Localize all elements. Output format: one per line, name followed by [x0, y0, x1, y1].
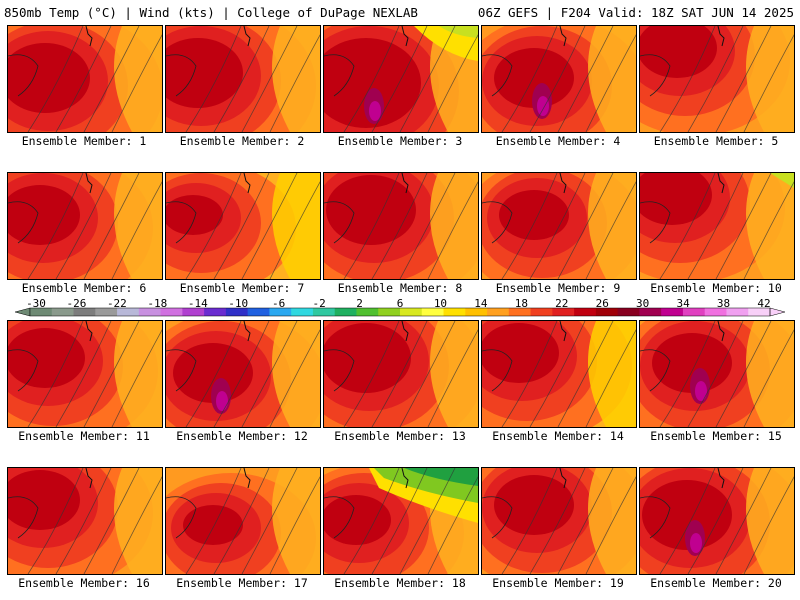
- colorbar-tick-label: 10: [433, 297, 448, 310]
- colorbar-tick-label: -2: [312, 297, 326, 310]
- colorbar-segment: [726, 308, 749, 316]
- colorbar-segment: [400, 308, 423, 316]
- colorbar-segment: [312, 308, 336, 316]
- ensemble-member-label: Ensemble Member: 18: [334, 576, 466, 590]
- ensemble-map-panel: [481, 172, 637, 280]
- colorbar-segment: [574, 308, 597, 316]
- colorbar-segment: [182, 308, 205, 316]
- colorbar-tick-label: -22: [106, 297, 127, 310]
- colorbar-tick-label: 2: [356, 297, 363, 310]
- header-left-title: 850mb Temp (°C) | Wind (kts) | College o…: [4, 5, 418, 20]
- colorbar-segment: [73, 308, 96, 316]
- colorbar-segment: [552, 308, 575, 316]
- colorbar-tick-label: -18: [147, 297, 168, 310]
- colorbar-tick-label: 30: [636, 297, 650, 310]
- colorbar-segment: [225, 308, 249, 316]
- ensemble-map-panel: [481, 320, 637, 428]
- ensemble-member-label: Ensemble Member: 11: [18, 429, 150, 443]
- colorbar-segment: [443, 308, 466, 316]
- ensemble-map-panel: [323, 25, 479, 133]
- colorbar-tick-label: 18: [514, 297, 528, 310]
- colorbar-segment: [117, 308, 140, 316]
- colorbar-tick-label: 14: [474, 297, 488, 310]
- colorbar-segment: [138, 308, 162, 316]
- ensemble-map-panel: [7, 172, 163, 280]
- ensemble-map-panel: [165, 172, 321, 280]
- ensemble-member-label: Ensemble Member: 19: [492, 576, 624, 590]
- colorbar-segment: [465, 308, 488, 316]
- ensemble-member-label: Ensemble Member: 15: [650, 429, 782, 443]
- ensemble-map-panel: [639, 467, 795, 575]
- ensemble-map-panel: [165, 467, 321, 575]
- ensemble-map-panel: [323, 320, 479, 428]
- ensemble-member-label: Ensemble Member: 4: [495, 134, 621, 148]
- ensemble-member-label: Ensemble Member: 8: [337, 281, 463, 295]
- colorbar-segment: [530, 308, 553, 316]
- ensemble-member-label: Ensemble Member: 7: [179, 281, 305, 295]
- colorbar-tick-label: 26: [595, 297, 609, 310]
- colorbar-segment: [748, 308, 771, 316]
- colorbar-segment: [356, 308, 379, 316]
- colorbar-tick-label: -30: [26, 297, 46, 310]
- colorbar-tick-label: 38: [716, 297, 731, 310]
- colorbar-segment: [378, 308, 401, 316]
- ensemble-member-label: Ensemble Member: 17: [176, 576, 308, 590]
- colorbar-segment: [247, 308, 270, 316]
- colorbar-tick-label: -26: [66, 297, 87, 310]
- colorbar-segment: [30, 308, 53, 316]
- colorbar-segment: [595, 308, 619, 316]
- ensemble-member-label: Ensemble Member: 9: [495, 281, 621, 295]
- colorbar-tick-label: 42: [757, 297, 771, 310]
- colorbar-segment: [51, 308, 75, 316]
- colorbar-segment: [421, 308, 445, 316]
- colorbar-segment: [639, 308, 662, 316]
- ensemble-member-label: Ensemble Member: 3: [337, 134, 463, 148]
- ensemble-map-panel: [639, 25, 795, 133]
- colorbar-tick-label: -6: [272, 297, 286, 310]
- ensemble-map-panel: [165, 25, 321, 133]
- ensemble-map-panel: [639, 172, 795, 280]
- colorbar-tick-label: 6: [396, 297, 404, 310]
- ensemble-map-panel: [7, 320, 163, 428]
- colorbar-segment: [617, 308, 640, 316]
- ensemble-map-panel: [165, 320, 321, 428]
- colorbar-segment: [291, 308, 314, 316]
- ensemble-member-label: Ensemble Member: 16: [18, 576, 150, 590]
- colorbar-tick-label: 34: [676, 297, 690, 310]
- colorbar-tick-label: 22: [555, 297, 569, 310]
- ensemble-map-panel: [323, 467, 479, 575]
- ensemble-member-label: Ensemble Member: 20: [650, 576, 782, 590]
- ensemble-member-label: Ensemble Member: 1: [21, 134, 147, 148]
- colorbar-segment: [661, 308, 684, 316]
- ensemble-member-label: Ensemble Member: 2: [179, 134, 305, 148]
- temperature-colorbar: [14, 307, 786, 317]
- colorbar-segment: [508, 308, 532, 316]
- colorbar-segment: [204, 308, 227, 316]
- ensemble-map-panel: [639, 320, 795, 428]
- colorbar-segment: [269, 308, 292, 316]
- colorbar-segment: [160, 308, 183, 316]
- ensemble-map-panel: [481, 467, 637, 575]
- ensemble-map-panel: [323, 172, 479, 280]
- colorbar-segment: [95, 308, 118, 316]
- ensemble-member-label: Ensemble Member: 10: [650, 281, 782, 295]
- ensemble-member-label: Ensemble Member: 6: [21, 281, 147, 295]
- ensemble-map-panel: [7, 25, 163, 133]
- ensemble-member-label: Ensemble Member: 12: [176, 429, 308, 443]
- header-right-title: 06Z GEFS | F204 Valid: 18Z SAT JUN 14 20…: [477, 5, 794, 20]
- ensemble-map-panel: [481, 25, 637, 133]
- ensemble-member-label: Ensemble Member: 5: [653, 134, 779, 148]
- colorbar-segment: [487, 308, 510, 316]
- ensemble-member-label: Ensemble Member: 14: [492, 429, 624, 443]
- colorbar-segment: [704, 308, 727, 316]
- colorbar-segment: [682, 308, 706, 316]
- ensemble-member-label: Ensemble Member: 13: [334, 429, 466, 443]
- colorbar-segment: [334, 308, 357, 316]
- colorbar-tick-label: -10: [228, 297, 249, 310]
- colorbar-tick-label: -14: [187, 297, 208, 310]
- ensemble-map-panel: [7, 467, 163, 575]
